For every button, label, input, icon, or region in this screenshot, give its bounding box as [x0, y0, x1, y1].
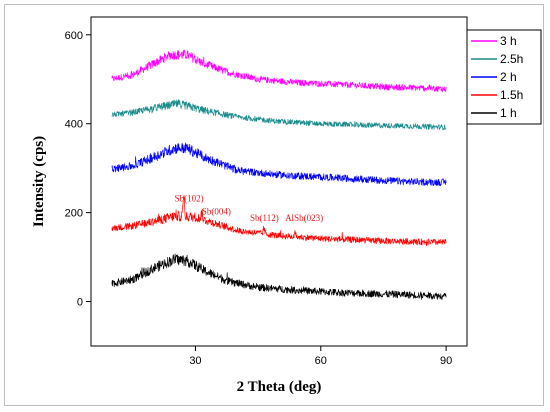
y-tick-label: 200	[65, 208, 83, 220]
x-tick-label: 90	[440, 355, 452, 367]
y-tick-label: 400	[65, 119, 83, 131]
y-tick-label: 600	[65, 30, 83, 42]
legend-label-5: 1 h	[500, 106, 517, 120]
peak-annotation-4: AlSb(023)	[285, 213, 323, 223]
x-tick-label: 60	[315, 355, 327, 367]
peak-annotation-2: Sb(004)	[202, 206, 231, 216]
legend-label-3: 2 h	[500, 70, 517, 84]
tick-layer: 30 60 90 0 200 400 600	[65, 30, 453, 367]
y-tick-label: 0	[77, 297, 83, 309]
xrd-chart: Sb(102) Sb(004) Sb(112) AlSb(023) 30 60 90 0 20…	[31, 16, 542, 395]
series-line-3	[111, 142, 447, 187]
series-line-5	[111, 253, 447, 300]
series-layer	[111, 49, 447, 300]
figure-frame: Sb(102) Sb(004) Sb(112) AlSb(023) 30 60 90 0 20…	[4, 4, 544, 406]
x-tick-label: 30	[189, 355, 201, 367]
series-line-4	[111, 195, 447, 247]
legend-label-1: 3 h	[500, 34, 517, 48]
legend-label-2: 2.5h	[500, 52, 523, 66]
x-axis-title: 2 Theta (deg)	[237, 379, 322, 395]
peak-annotation-3: Sb(112)	[250, 213, 279, 223]
plot-area-border	[90, 16, 468, 347]
peak-annotation-1: Sb(102)	[175, 194, 204, 204]
series-line-2	[111, 99, 447, 131]
y-axis-title: Intensity (cps)	[31, 136, 47, 227]
legend: 3 h 2.5h 2 h 1.5h 1 h	[466, 29, 542, 125]
legend-label-4: 1.5h	[500, 88, 523, 102]
axes	[90, 16, 468, 347]
series-line-1	[111, 49, 447, 93]
annotation-layer: Sb(102) Sb(004) Sb(112) AlSb(023)	[175, 194, 323, 224]
